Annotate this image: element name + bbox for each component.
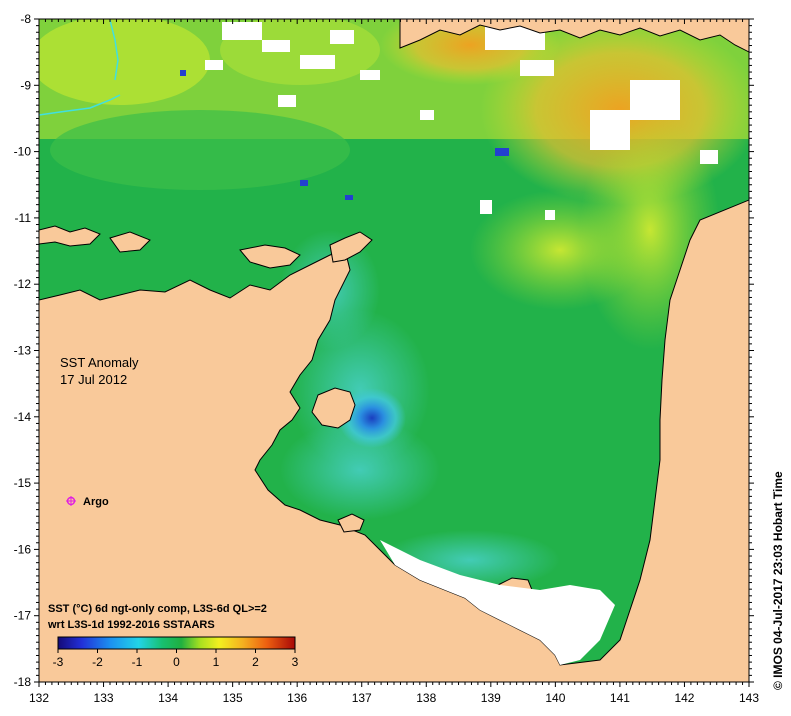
map-date: 17 Jul 2012 [60, 372, 127, 387]
x-tick-label: 142 [674, 691, 694, 705]
map-title: SST Anomaly [60, 355, 139, 370]
y-tick-label: -11 [15, 211, 32, 225]
no-data-coastal [380, 540, 615, 665]
y-tick-label: -17 [14, 609, 32, 623]
y-tick-label: -12 [14, 277, 32, 291]
colorbar-tick-label: 2 [252, 655, 259, 669]
y-tick-label: -10 [14, 145, 32, 159]
x-axis: 132 133 134 135 136 137 138 139 140 141 142 143 [29, 19, 759, 705]
y-tick-label: -14 [14, 410, 32, 424]
colorbar: -3 -2 -1 0 1 2 3 [53, 636, 299, 669]
colorbar-tick-label: -2 [92, 655, 103, 669]
credit-text: © IMOS 04-Jul-2017 23:03 Hobart Time [771, 471, 785, 690]
x-tick-label: 132 [29, 691, 49, 705]
x-tick-label: 141 [610, 691, 630, 705]
x-tick-label: 133 [94, 691, 114, 705]
cold-anomaly-core [338, 388, 406, 448]
y-axis: -8-9-10-11-12-13-14-15-16-17-18 [14, 12, 754, 689]
caption-line-2: wrt L3S-1d 1992-2016 SSTAARS [47, 619, 215, 631]
land-masses [39, 19, 749, 682]
x-tick-label: 135 [223, 691, 243, 705]
x-tick-label: 134 [158, 691, 178, 705]
argo-legend: Argo [66, 496, 109, 508]
y-tick-label: -8 [20, 12, 31, 26]
x-tick-label: 139 [481, 691, 501, 705]
x-tick-label: 137 [352, 691, 372, 705]
caption-line-1: SST (°C) 6d ngt-only comp, L3S-6d QL>=2 [48, 603, 267, 615]
x-tick-label: 138 [416, 691, 436, 705]
x-tick-label: 136 [287, 691, 307, 705]
x-tick-label: 143 [739, 691, 759, 705]
y-tick-label: -16 [14, 542, 32, 556]
colorbar-tick-label: 1 [213, 655, 220, 669]
colorbar-tick-label: 3 [292, 655, 299, 669]
colorbar-tick-label: -1 [132, 655, 143, 669]
y-tick-label: -13 [14, 344, 32, 358]
colorbar-tick-label: 0 [173, 655, 180, 669]
colorbar-tick-label: -3 [53, 655, 64, 669]
y-tick-label: -9 [20, 78, 31, 92]
argo-label: Argo [83, 496, 109, 508]
y-tick-label: -15 [14, 476, 32, 490]
y-tick-label: -18 [14, 675, 32, 689]
x-tick-label: 140 [545, 691, 565, 705]
colorbar-gradient [57, 636, 296, 650]
